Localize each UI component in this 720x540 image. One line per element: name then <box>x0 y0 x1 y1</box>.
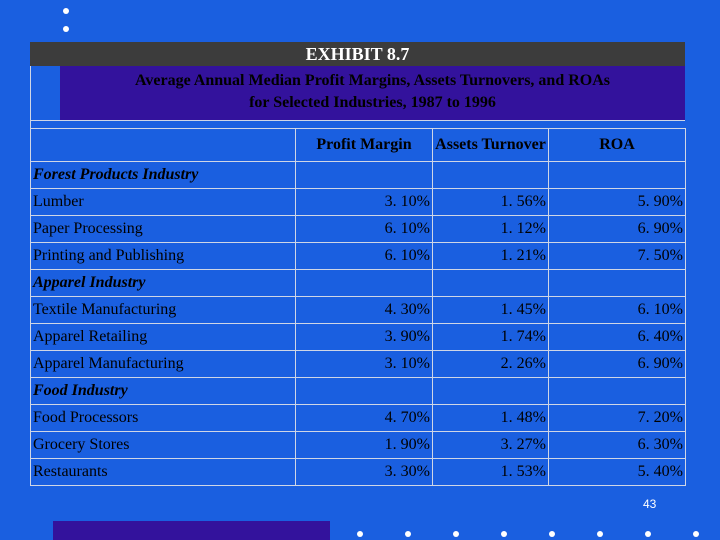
table-row: Paper Processing 6. 10% 1. 12% 6. 90% <box>30 215 686 243</box>
row-label: Apparel Manufacturing <box>30 350 296 378</box>
roa-cell: 6. 40% <box>548 323 686 351</box>
assets-turnover-cell: 1. 48% <box>432 404 549 432</box>
profit-margin-cell: 3. 10% <box>295 188 433 216</box>
assets-turnover-cell: 3. 27% <box>432 431 549 459</box>
table-row: Apparel Retailing 3. 90% 1. 74% 6. 40% <box>30 323 686 351</box>
table-header-row: Profit Margin Assets Turnover ROA <box>30 128 686 162</box>
profit-margin-cell: 4. 30% <box>295 296 433 324</box>
row-label: Grocery Stores <box>30 431 296 459</box>
group-row: Food Industry <box>30 377 686 405</box>
table-row: Grocery Stores 1. 90% 3. 27% 6. 30% <box>30 431 686 459</box>
group-row: Apparel Industry <box>30 269 686 297</box>
decor-dot <box>693 531 699 537</box>
roa-cell: 6. 30% <box>548 431 686 459</box>
table-row: Lumber 3. 10% 1. 56% 5. 90% <box>30 188 686 216</box>
row-label: Restaurants <box>30 458 296 486</box>
profit-margin-cell: 3. 90% <box>295 323 433 351</box>
roa-cell: 5. 40% <box>548 458 686 486</box>
exhibit-title: Average Annual Median Profit Margins, As… <box>60 66 685 120</box>
exhibit-label: EXHIBIT 8.7 <box>30 42 685 66</box>
decor-dot <box>549 531 555 537</box>
group-label: Forest Products Industry <box>30 161 296 189</box>
assets-turnover-cell: 2. 26% <box>432 350 549 378</box>
profit-margin-cell: 3. 10% <box>295 350 433 378</box>
footer-band <box>53 521 330 540</box>
table-cell <box>295 269 433 297</box>
assets-turnover-cell: 1. 74% <box>432 323 549 351</box>
table-cell <box>295 161 433 189</box>
table-row: Food Processors 4. 70% 1. 48% 7. 20% <box>30 404 686 432</box>
table-cell <box>548 161 686 189</box>
decor-dot <box>597 531 603 537</box>
table-row: Apparel Manufacturing 3. 10% 2. 26% 6. 9… <box>30 350 686 378</box>
table-cell <box>548 377 686 405</box>
decor-dot <box>63 8 69 14</box>
decor-dot <box>645 531 651 537</box>
decor-dot <box>63 26 69 32</box>
exhibit-title-line2: for Selected Industries, 1987 to 1996 <box>249 94 496 111</box>
table-cell <box>295 377 433 405</box>
column-header-roa: ROA <box>548 128 686 162</box>
assets-turnover-cell: 1. 12% <box>432 215 549 243</box>
row-label: Lumber <box>30 188 296 216</box>
decor-dot <box>405 531 411 537</box>
roa-cell: 7. 50% <box>548 242 686 270</box>
assets-turnover-cell: 1. 53% <box>432 458 549 486</box>
assets-turnover-cell: 1. 45% <box>432 296 549 324</box>
table-row: Restaurants 3. 30% 1. 53% 5. 40% <box>30 458 686 486</box>
profit-margin-cell: 4. 70% <box>295 404 433 432</box>
roa-cell: 5. 90% <box>548 188 686 216</box>
column-header-profit-margin: Profit Margin <box>295 128 433 162</box>
row-label: Food Processors <box>30 404 296 432</box>
exhibit-title-line1: Average Annual Median Profit Margins, As… <box>135 72 610 89</box>
spacer-row <box>30 120 685 128</box>
table-row: Printing and Publishing 6. 10% 1. 21% 7.… <box>30 242 686 270</box>
roa-cell: 6. 90% <box>548 350 686 378</box>
exhibit: EXHIBIT 8.7 Average Annual Median Profit… <box>30 42 686 486</box>
row-label: Apparel Retailing <box>30 323 296 351</box>
column-header-assets-turnover: Assets Turnover <box>432 128 549 162</box>
group-row: Forest Products Industry <box>30 161 686 189</box>
roa-cell: 7. 20% <box>548 404 686 432</box>
decor-dot <box>501 531 507 537</box>
group-label: Food Industry <box>30 377 296 405</box>
assets-turnover-cell: 1. 21% <box>432 242 549 270</box>
decor-dot <box>357 531 363 537</box>
table-cell <box>432 269 549 297</box>
row-label: Printing and Publishing <box>30 242 296 270</box>
table-cell <box>432 161 549 189</box>
assets-turnover-cell: 1. 56% <box>432 188 549 216</box>
roa-cell: 6. 10% <box>548 296 686 324</box>
data-table: Profit Margin Assets Turnover ROA Forest… <box>30 128 686 486</box>
decor-dot <box>453 531 459 537</box>
profit-margin-cell: 1. 90% <box>295 431 433 459</box>
row-label: Paper Processing <box>30 215 296 243</box>
table-cell <box>548 269 686 297</box>
table-cell <box>432 377 549 405</box>
group-label: Apparel Industry <box>30 269 296 297</box>
header-cell-blank <box>30 128 296 162</box>
profit-margin-cell: 3. 30% <box>295 458 433 486</box>
row-label: Textile Manufacturing <box>30 296 296 324</box>
profit-margin-cell: 6. 10% <box>295 242 433 270</box>
roa-cell: 6. 90% <box>548 215 686 243</box>
profit-margin-cell: 6. 10% <box>295 215 433 243</box>
page-number: 43 <box>643 497 657 511</box>
table-row: Textile Manufacturing 4. 30% 1. 45% 6. 1… <box>30 296 686 324</box>
